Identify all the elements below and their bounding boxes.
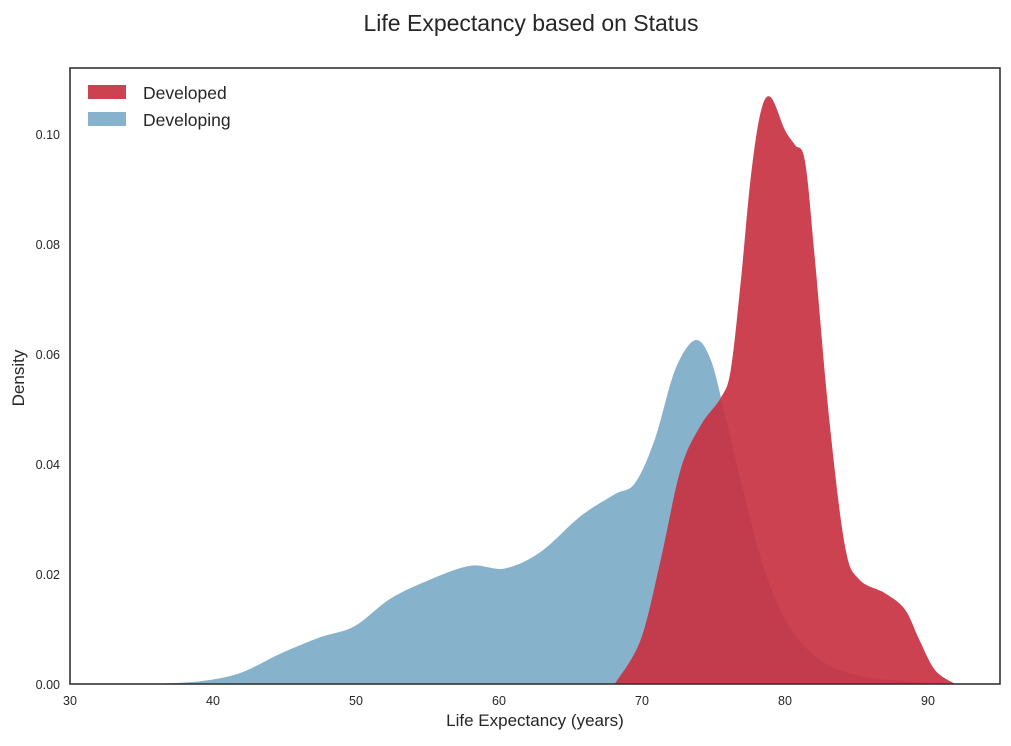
legend-label-developing: Developing bbox=[143, 110, 231, 130]
y-tick-label: 0.06 bbox=[36, 348, 60, 362]
chart-title: Life Expectancy based on Status bbox=[364, 10, 699, 36]
y-tick-label: 0.00 bbox=[36, 678, 60, 692]
x-tick-label: 60 bbox=[492, 694, 506, 708]
x-axis-label: Life Expectancy (years) bbox=[446, 711, 624, 730]
legend: Developed Developing bbox=[88, 83, 231, 130]
legend-label-developed: Developed bbox=[143, 83, 227, 103]
density-area-developed bbox=[614, 96, 956, 684]
x-axis-ticks: 30 40 50 60 70 80 90 bbox=[63, 694, 935, 708]
series-layer bbox=[150, 96, 956, 684]
x-tick-label: 30 bbox=[63, 694, 77, 708]
x-tick-label: 50 bbox=[349, 694, 363, 708]
x-tick-label: 90 bbox=[921, 694, 935, 708]
y-tick-label: 0.08 bbox=[36, 238, 60, 252]
y-tick-label: 0.10 bbox=[36, 128, 60, 142]
x-tick-label: 80 bbox=[778, 694, 792, 708]
legend-swatch-developed bbox=[88, 85, 126, 99]
y-tick-label: 0.04 bbox=[36, 458, 60, 472]
plot-frame bbox=[69, 67, 1001, 685]
legend-swatch-developing bbox=[88, 112, 126, 126]
x-tick-label: 40 bbox=[206, 694, 220, 708]
y-axis-label: Density bbox=[9, 349, 28, 406]
y-axis-ticks: 0.00 0.02 0.04 0.06 0.08 0.10 bbox=[36, 128, 60, 692]
y-tick-label: 0.02 bbox=[36, 568, 60, 582]
x-tick-label: 70 bbox=[635, 694, 649, 708]
